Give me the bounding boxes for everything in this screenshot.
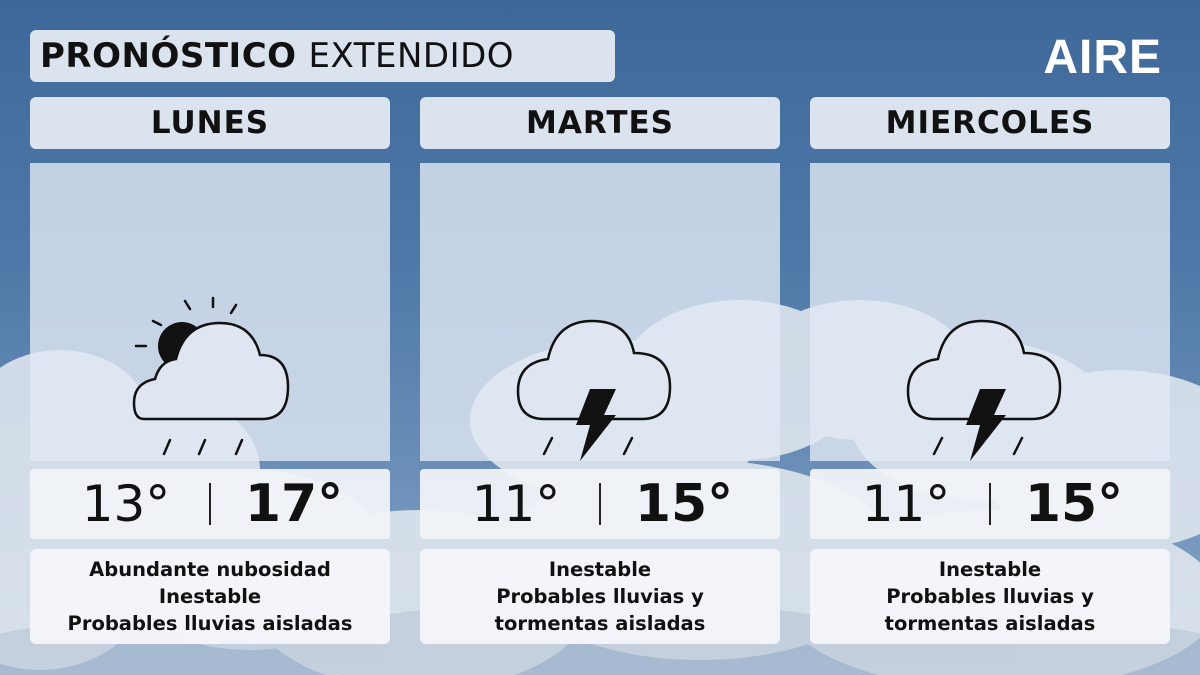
temp-min: 13° [81, 475, 171, 533]
forecast-card-tuesday: MARTES 11° 15° Inestable Probables lluvi… [420, 97, 780, 644]
day-name: LUNES [30, 97, 390, 149]
partly-cloudy-rain-icon [132, 296, 290, 456]
forecast-description: Inestable Probables lluvias y tormentas … [420, 549, 780, 644]
desc-line: Inestable [938, 558, 1042, 581]
desc-line: Probables lluvias aisladas [67, 612, 353, 635]
brand-logo: AIRE [1043, 31, 1162, 84]
forecast-card-wednesday: MIERCOLES 11° 15° Inestable Probables ll… [810, 97, 1170, 644]
desc-line: Inestable [158, 585, 262, 608]
weather-icon-panel [810, 163, 1170, 461]
desc-line: Probables lluvias y [496, 585, 704, 608]
forecast-description: Abundante nubosidad Inestable Probables … [30, 549, 390, 644]
forecast-card-monday: LUNES 13° 17° Abundante nubosidad [30, 97, 390, 644]
thunderstorm-icon [906, 319, 1062, 461]
day-name: MIERCOLES [810, 97, 1170, 149]
temp-max: 15° [1024, 474, 1124, 534]
weather-icon-panel [30, 163, 390, 461]
thunderstorm-icon [516, 319, 672, 461]
temperature-row: 13° 17° [30, 469, 390, 539]
temp-min: 11° [861, 475, 951, 533]
forecast-description: Inestable Probables lluvias y tormentas … [810, 549, 1170, 644]
weather-icon-panel [420, 163, 780, 461]
desc-line: Abundante nubosidad [89, 558, 331, 581]
day-name: MARTES [420, 97, 780, 149]
temperature-row: 11° 15° [420, 469, 780, 539]
desc-line: Probables lluvias y [886, 585, 1094, 608]
title-light: EXTENDIDO [308, 36, 515, 76]
page-title: PRONÓSTICO EXTENDIDO [30, 30, 615, 82]
desc-line: tormentas aisladas [494, 612, 706, 635]
temp-separator [209, 483, 211, 525]
desc-line: tormentas aisladas [884, 612, 1096, 635]
temp-max: 15° [634, 474, 734, 534]
temperature-row: 11° 15° [810, 469, 1170, 539]
desc-line: Inestable [548, 558, 652, 581]
temp-max: 17° [244, 474, 344, 534]
temp-min: 11° [471, 475, 561, 533]
temp-separator [599, 483, 601, 525]
title-bold: PRONÓSTICO [40, 36, 297, 76]
temp-separator [989, 483, 991, 525]
